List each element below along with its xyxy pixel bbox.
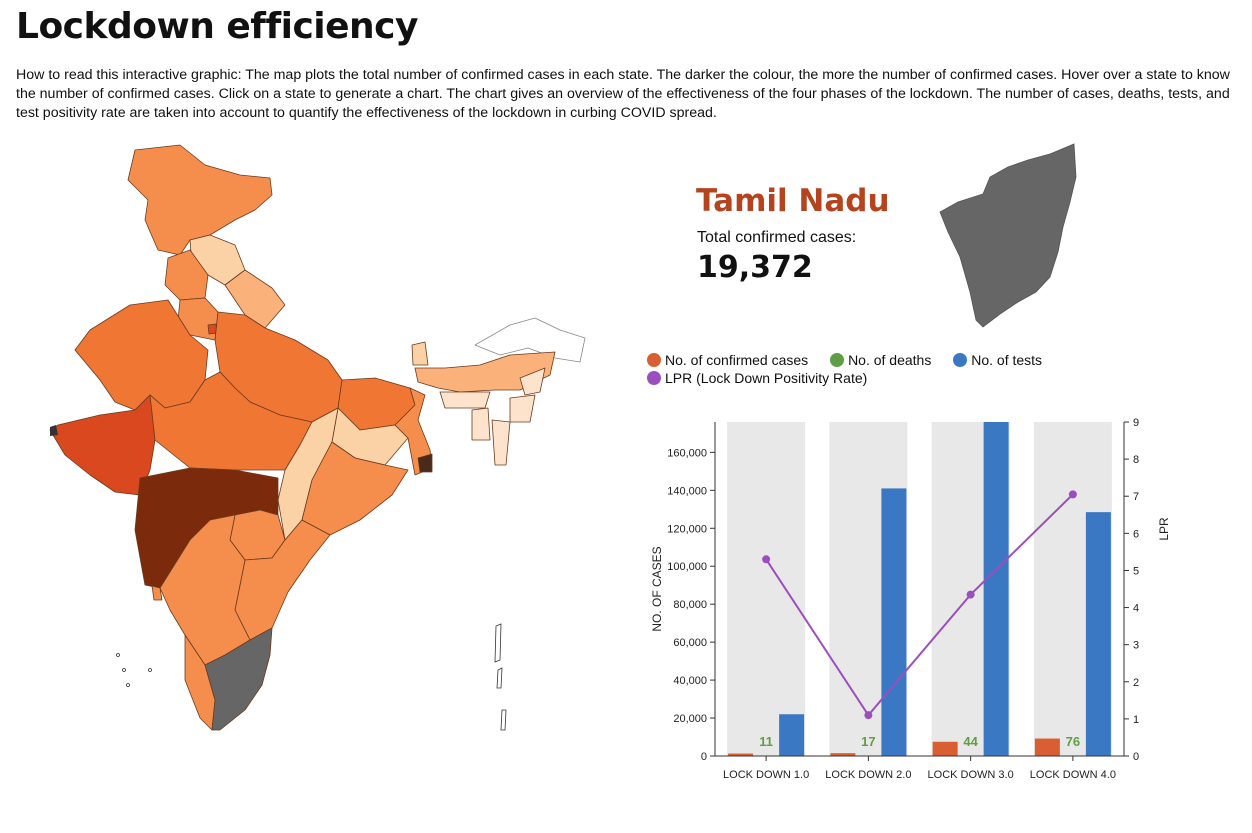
x-tick-label: LOCK DOWN 1.0 xyxy=(723,769,809,781)
state-odisha[interactable] xyxy=(301,441,409,536)
page-description: How to read this interactive graphic: Th… xyxy=(16,67,1230,121)
legend-label: LPR (Lock Down Positivity Rate) xyxy=(665,370,868,386)
y-tick-label: 0 xyxy=(701,751,707,763)
legend-dot-icon xyxy=(953,353,968,367)
y2-tick-label: 1 xyxy=(1133,714,1139,726)
legend-dot-icon xyxy=(647,371,661,385)
andaman-nicobar-islands[interactable] xyxy=(494,623,507,731)
x-tick-label: LOCK DOWN 3.0 xyxy=(928,769,1014,781)
state-meghalaya[interactable] xyxy=(439,391,491,409)
deaths-label: 11 xyxy=(759,734,773,749)
bar-tests xyxy=(779,714,805,756)
y-tick-label: 40,000 xyxy=(673,675,707,687)
y-axis-title: NO. OF CASES xyxy=(650,546,664,631)
bar-tests xyxy=(1085,512,1111,756)
state-mizoram[interactable] xyxy=(491,419,511,466)
selected-state-outline xyxy=(939,143,1077,328)
lpr-point xyxy=(966,590,975,599)
lpr-line xyxy=(765,493,1074,717)
x-tick-label: LOCK DOWN 2.0 xyxy=(825,769,911,781)
y2-tick-label: 0 xyxy=(1133,751,1139,763)
x-tick-label: LOCK DOWN 4.0 xyxy=(1030,769,1116,781)
y2-tick-label: 5 xyxy=(1133,565,1139,577)
y-tick-label: 60,000 xyxy=(673,637,707,649)
page-title: Lockdown efficiency xyxy=(16,6,419,47)
y-tick-label: 80,000 xyxy=(673,599,707,611)
legend-label: No. of deaths xyxy=(848,352,932,368)
state-manipur[interactable] xyxy=(509,394,536,423)
total-cases-label: Total confirmed cases: xyxy=(697,229,857,246)
total-cases-value: 19,372 xyxy=(697,250,813,285)
legend-item-confirmed[interactable]: No. of confirmed cases xyxy=(647,352,808,368)
bar-confirmed-cases xyxy=(728,753,754,756)
state-nagaland[interactable] xyxy=(519,367,546,396)
india-map[interactable] xyxy=(40,140,600,740)
legend-label: No. of tests xyxy=(971,352,1043,368)
chart-legend: No. of confirmed cases No. of deaths No.… xyxy=(647,352,1067,388)
bar-confirmed-cases xyxy=(932,741,958,756)
state-kutch-dark-border xyxy=(50,425,58,436)
y2-axis-title: LPR xyxy=(1157,517,1171,541)
bar-tests xyxy=(983,422,1009,756)
y2-tick-label: 7 xyxy=(1133,491,1139,503)
legend-item-deaths[interactable]: No. of deaths xyxy=(830,352,931,368)
state-goa[interactable] xyxy=(151,585,163,601)
lakshadweep-islands[interactable] xyxy=(116,653,152,687)
state-arunachal[interactable] xyxy=(474,317,586,363)
bar-confirmed-cases xyxy=(830,753,856,756)
deaths-label: 44 xyxy=(963,734,978,749)
state-tamil-nadu[interactable] xyxy=(204,627,273,731)
state-gujarat[interactable] xyxy=(49,394,166,496)
lockdown-chart[interactable]: 11 17 44 76020,00040,00060,00080,000100,000… xyxy=(640,408,1200,793)
category-panel xyxy=(727,422,806,756)
state-sundarbans[interactable] xyxy=(417,453,433,473)
y-tick-label: 100,000 xyxy=(667,561,707,573)
y2-tick-label: 6 xyxy=(1133,528,1139,540)
y2-tick-label: 3 xyxy=(1133,640,1139,652)
legend-dot-icon xyxy=(647,353,661,367)
y-tick-label: 140,000 xyxy=(667,485,707,497)
y2-tick-label: 2 xyxy=(1133,677,1139,689)
y-tick-label: 120,000 xyxy=(667,523,707,535)
lpr-point xyxy=(864,711,873,720)
legend-item-lpr[interactable]: LPR (Lock Down Positivity Rate) xyxy=(647,370,867,386)
legend-dot-icon xyxy=(830,353,845,367)
y2-tick-label: 8 xyxy=(1133,454,1139,466)
lpr-point xyxy=(1068,490,1077,499)
y-tick-label: 160,000 xyxy=(667,447,707,459)
selected-state-name: Tamil Nadu xyxy=(696,183,890,219)
bar-confirmed-cases xyxy=(1034,738,1060,756)
legend-label: No. of confirmed cases xyxy=(665,352,809,368)
bar-tests xyxy=(881,488,907,756)
y2-tick-label: 4 xyxy=(1133,603,1139,615)
lpr-point xyxy=(762,555,771,564)
y-tick-label: 20,000 xyxy=(673,713,707,725)
state-jammu-kashmir[interactable] xyxy=(127,144,273,256)
state-tripura[interactable] xyxy=(471,407,491,441)
deaths-label: 17 xyxy=(861,734,875,749)
state-sikkim[interactable] xyxy=(411,341,429,366)
legend-item-tests[interactable]: No. of tests xyxy=(953,352,1042,368)
y2-tick-label: 9 xyxy=(1133,417,1139,429)
deaths-label: 76 xyxy=(1066,734,1080,749)
